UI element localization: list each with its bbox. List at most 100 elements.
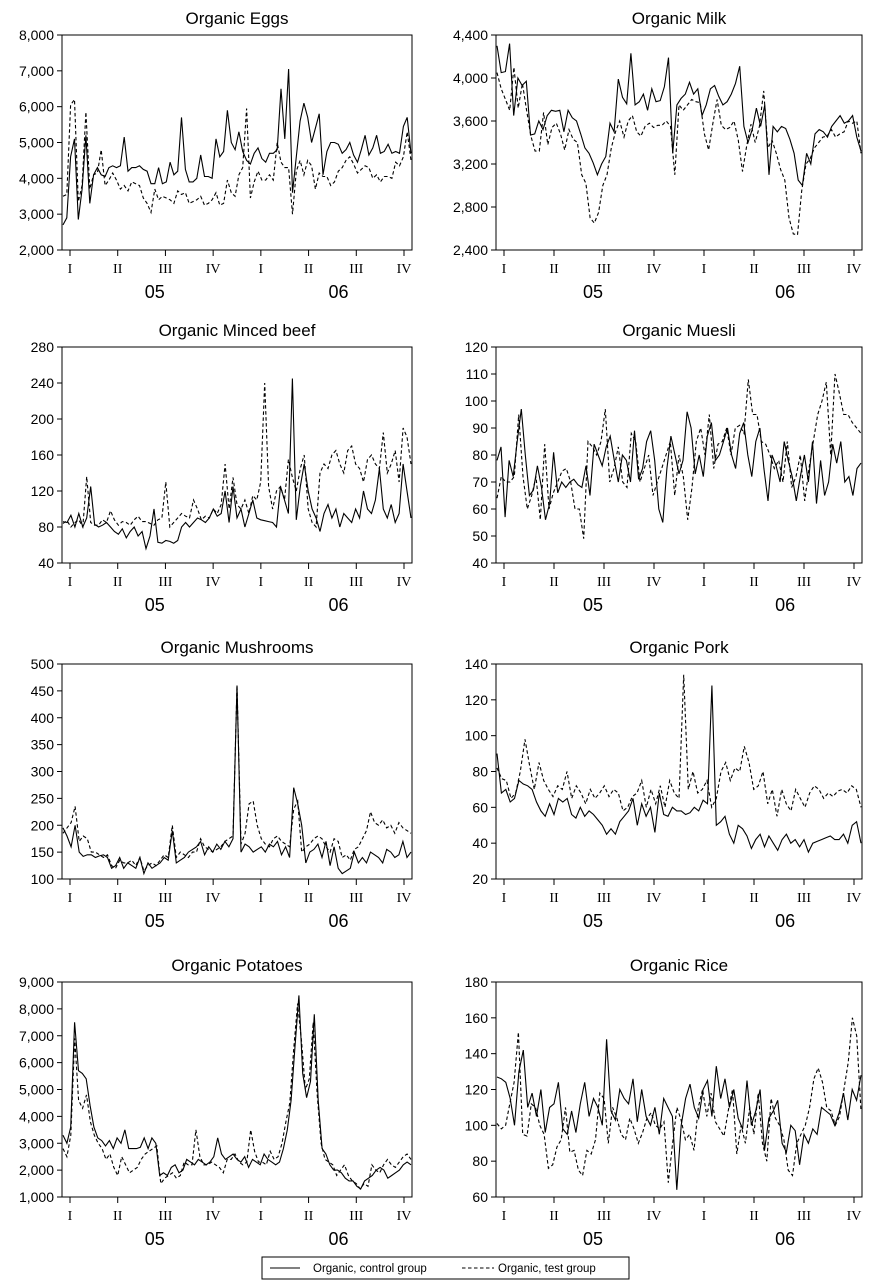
y-tick-label: 140 <box>465 1046 489 1062</box>
x-quarter-label: IV <box>397 891 412 906</box>
x-year-label: 05 <box>145 911 165 931</box>
y-tick-label: 7,000 <box>19 1028 54 1044</box>
x-quarter-label: II <box>549 575 559 590</box>
series-control-line <box>496 43 862 187</box>
y-tick-label: 20 <box>472 871 488 887</box>
x-quarter-label: II <box>113 262 123 277</box>
y-tick-label: 2,400 <box>453 242 488 258</box>
x-quarter-label: II <box>113 891 123 906</box>
x-quarter-label: IV <box>206 262 221 277</box>
x-quarter-label: II <box>749 575 759 590</box>
y-tick-label: 60 <box>472 799 488 815</box>
x-year-label: 06 <box>775 282 795 302</box>
y-tick-label: 240 <box>31 375 55 391</box>
x-quarter-label: IV <box>206 891 221 906</box>
x-quarter-label: I <box>259 891 264 906</box>
panel-0: Organic Eggs 2,000 3,000 4,000 5,000 6,000 7,0… <box>19 9 413 302</box>
x-year-label: 06 <box>328 911 348 931</box>
x-quarter-label: IV <box>397 575 412 590</box>
y-tick-label: 400 <box>31 710 55 726</box>
x-year-label: 06 <box>775 911 795 931</box>
y-tick-label: 450 <box>31 683 55 699</box>
y-tick-label: 120 <box>465 692 489 708</box>
y-tick-label: 150 <box>31 844 55 860</box>
x-quarter-label: II <box>113 1209 123 1224</box>
panel-title: Organic Pork <box>629 638 729 657</box>
panel-title: Organic Potatoes <box>171 956 302 975</box>
x-year-label: 06 <box>775 595 795 615</box>
y-tick-label: 1,000 <box>19 1189 54 1205</box>
x-quarter-label: I <box>702 262 707 277</box>
x-quarter-label: III <box>158 891 172 906</box>
y-tick-label: 160 <box>31 447 55 463</box>
x-quarter-label: IV <box>847 262 862 277</box>
x-quarter-label: III <box>597 891 611 906</box>
y-tick-label: 2,000 <box>19 1162 54 1178</box>
series-test-line <box>62 1003 412 1190</box>
y-tick-label: 70 <box>472 474 488 490</box>
y-tick-label: 3,000 <box>19 206 54 222</box>
x-quarter-label: II <box>549 1209 559 1224</box>
x-year-label: 06 <box>328 282 348 302</box>
legend-test-label: Organic, test group <box>498 1263 596 1275</box>
y-tick-label: 110 <box>466 366 489 382</box>
plot-frame <box>61 346 413 564</box>
x-quarter-label: I <box>702 1209 707 1224</box>
y-tick-label: 4,000 <box>453 70 488 86</box>
x-year-label: 05 <box>583 911 603 931</box>
x-year-label: 05 <box>145 282 165 302</box>
series-control-line <box>496 1039 862 1190</box>
x-year-label: 05 <box>145 595 165 615</box>
y-tick-label: 350 <box>31 737 55 753</box>
x-quarter-label: II <box>749 1209 759 1224</box>
y-tick-label: 40 <box>38 555 54 571</box>
y-tick-label: 140 <box>465 656 489 672</box>
y-tick-label: 8,000 <box>19 1001 54 1017</box>
x-quarter-label: IV <box>847 575 862 590</box>
series-control-line <box>62 685 412 876</box>
x-quarter-label: III <box>158 1209 172 1224</box>
panel-6: Organic Potatoes 1,000 2,000 3,000 4,000 5,00… <box>19 956 413 1249</box>
series-test-line <box>496 674 862 817</box>
y-tick-label: 80 <box>472 447 488 463</box>
x-quarter-label: III <box>797 262 811 277</box>
legend-box <box>261 1256 630 1280</box>
x-quarter-label: IV <box>647 1209 662 1224</box>
y-tick-label: 100 <box>465 393 489 409</box>
x-quarter-label: III <box>797 575 811 590</box>
y-tick-label: 100 <box>465 1117 489 1133</box>
panel-title: Organic Eggs <box>186 9 289 28</box>
y-tick-label: 4,000 <box>19 170 54 186</box>
panel-4: Organic Mushrooms 100 150 200 250 300 350 400 45… <box>31 638 413 931</box>
panel-title: Organic Mushrooms <box>160 638 313 657</box>
y-tick-label: 100 <box>465 728 489 744</box>
x-quarter-label: I <box>502 575 507 590</box>
series-test-line <box>62 97 412 215</box>
y-tick-label: 60 <box>472 1189 488 1205</box>
y-tick-label: 60 <box>472 501 488 517</box>
x-quarter-label: IV <box>206 1209 221 1224</box>
x-quarter-label: I <box>259 575 264 590</box>
panel-title: Organic Minced beef <box>159 321 316 340</box>
panel-title: Organic Muesli <box>622 321 735 340</box>
panel-title: Organic Rice <box>630 956 728 975</box>
y-tick-label: 90 <box>472 420 488 436</box>
y-tick-label: 4,400 <box>453 27 488 43</box>
y-tick-label: 7,000 <box>19 63 54 79</box>
x-quarter-label: I <box>502 891 507 906</box>
x-quarter-label: III <box>597 575 611 590</box>
x-quarter-label: II <box>749 891 759 906</box>
panels-layer: Organic Eggs 2,000 3,000 4,000 5,000 6,000 7,0… <box>19 9 863 1249</box>
x-quarter-label: I <box>259 1209 264 1224</box>
x-quarter-label: II <box>549 262 559 277</box>
x-quarter-label: I <box>259 262 264 277</box>
x-quarter-label: I <box>68 262 73 277</box>
y-tick-label: 160 <box>465 1010 489 1026</box>
y-tick-label: 120 <box>465 339 489 355</box>
y-tick-label: 5,000 <box>19 1082 54 1098</box>
x-quarter-label: II <box>113 575 123 590</box>
y-tick-label: 80 <box>472 1153 488 1169</box>
